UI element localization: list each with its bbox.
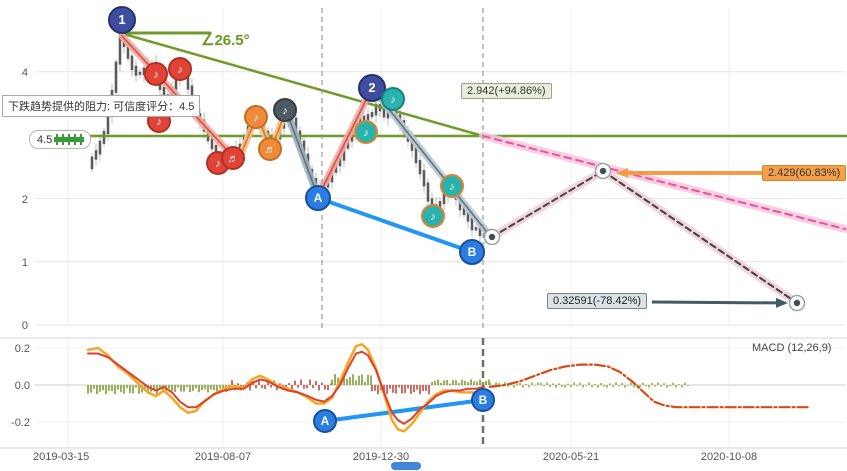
angle-annotation: ∠26.5° [201,32,250,49]
wave-bluegray-core[interactable] [371,87,491,237]
marker-label: A [314,191,323,205]
ab-line-macd[interactable] [323,398,485,423]
point-marker-A[interactable] [313,409,337,433]
marker-label: ♪ [177,64,183,76]
gray-target-arrow[interactable] [651,300,777,305]
y-axis-label: 4 [22,67,28,79]
y-axis-label: 1 [22,257,28,269]
macd-axis-label: -0.2 [11,417,30,429]
timeline-slider-thumb[interactable] [391,462,421,470]
gray-target-arrow-head [775,297,788,308]
wave-orange-core[interactable] [237,109,287,163]
x-axis-label: 2019-12-30 [353,451,409,463]
candle-icon [66,134,73,145]
point-marker-B[interactable] [471,388,495,412]
wave-gray-core[interactable] [285,109,319,198]
point-marker-2[interactable] [358,74,386,102]
macd-axis-label: 0.2 [15,343,30,355]
note-marker[interactable] [381,87,405,111]
marker-label: ♪ [253,112,259,124]
marker-label: 1 [118,12,125,27]
marker-label: ♪ [430,211,436,223]
point-marker-1[interactable] [108,6,136,34]
note-marker[interactable] [144,62,168,86]
macd-indicator-label: MACD (12,26,9) [752,342,832,354]
x-axis-label: 2019-08-07 [195,451,251,463]
y-axis-label: 2 [22,194,28,206]
black-projection-down[interactable] [602,170,798,304]
note-marker[interactable] [221,146,245,170]
target-price-label-gray[interactable]: 0.32591(-78.42%) [547,293,648,309]
marker-label: ♪ [282,105,288,117]
marker-label: A [321,414,330,428]
point-marker-A[interactable] [305,185,331,211]
marker-label: ♪ [449,181,455,193]
confidence-badge[interactable]: 4.5 [29,130,92,149]
marker-label: ♬ [228,153,239,165]
macd-projection-line[interactable] [488,363,812,409]
candle-icon [60,134,67,145]
note-marker[interactable] [168,57,192,81]
orange-target-arrow-head [616,168,628,178]
trend-tooltip: 下跌趋势提供的阻力: 可信度评分：4.5 [2,95,201,117]
projection-endpoint-dot [488,233,496,241]
target-price-label-green[interactable]: 2.942(+94.86%) [461,83,552,99]
candle-rating-icons [54,134,85,145]
candle-icon [72,134,79,145]
target-price-label-orange[interactable]: 2.429(60.83%) [762,165,847,181]
point-marker-B[interactable] [459,239,485,265]
projection-endpoint-dot [793,299,801,307]
x-axis-label: 2020-05-21 [543,451,599,463]
candle-icon [78,134,85,145]
note-marker[interactable] [354,120,378,144]
note-marker[interactable] [258,137,282,161]
ab-line-main[interactable] [316,196,474,254]
marker-label: ♪ [215,158,221,170]
marker-label: ♪ [153,69,159,81]
marker-label: ♪ [390,94,396,106]
wave-salmon-core[interactable] [317,87,373,198]
resistance-descending[interactable] [118,31,485,138]
black-projection-up[interactable] [491,170,604,238]
marker-label: B [479,393,488,407]
x-axis-label: 2019-03-15 [33,451,89,463]
note-marker[interactable] [421,204,445,228]
candle-icon [54,134,61,145]
marker-label: ♪ [156,116,162,128]
y-axis-label: 0 [22,320,28,332]
marker-label: ♪ [363,127,369,139]
note-marker[interactable] [273,98,297,122]
x-axis-label: 2020-10-08 [701,451,757,463]
confidence-score: 4.5 [37,133,53,146]
marker-label: B [468,245,477,259]
marker-label: ♬ [265,144,276,156]
pink-projection[interactable] [482,135,846,230]
note-marker[interactable] [244,105,268,129]
marker-label: 2 [368,80,375,95]
note-marker[interactable] [440,174,464,198]
macd-axis-label: 0.0 [15,380,30,392]
macd-line[interactable] [87,350,485,425]
projection-endpoint-dot [599,167,607,175]
